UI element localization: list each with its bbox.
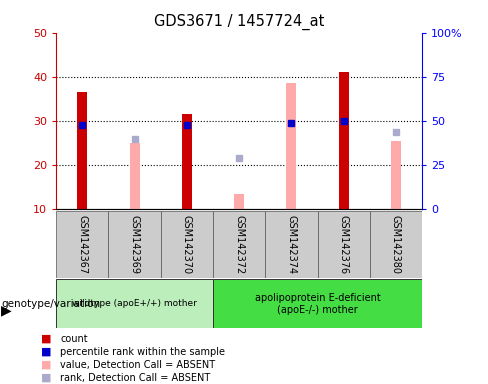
Bar bbox=[213, 211, 265, 278]
Bar bbox=[286, 83, 296, 209]
Bar bbox=[318, 211, 370, 278]
Text: GSM142380: GSM142380 bbox=[391, 215, 401, 273]
Text: GDS3671 / 1457724_at: GDS3671 / 1457724_at bbox=[154, 13, 325, 30]
Text: genotype/variation: genotype/variation bbox=[1, 299, 100, 309]
Text: ▶: ▶ bbox=[1, 303, 12, 317]
Text: GSM142372: GSM142372 bbox=[234, 215, 244, 274]
Bar bbox=[77, 92, 87, 209]
Bar bbox=[234, 194, 244, 209]
Bar bbox=[56, 211, 108, 278]
Text: apolipoprotein E-deficient
(apoE-/-) mother: apolipoprotein E-deficient (apoE-/-) mot… bbox=[255, 293, 381, 314]
Bar bbox=[182, 114, 192, 209]
Text: GSM142370: GSM142370 bbox=[182, 215, 192, 274]
Text: ■: ■ bbox=[41, 373, 52, 383]
Text: wildtype (apoE+/+) mother: wildtype (apoE+/+) mother bbox=[72, 299, 197, 308]
Bar bbox=[161, 211, 213, 278]
Text: rank, Detection Call = ABSENT: rank, Detection Call = ABSENT bbox=[60, 373, 210, 383]
Bar bbox=[213, 279, 422, 328]
Text: ■: ■ bbox=[41, 347, 52, 357]
Bar bbox=[56, 279, 213, 328]
Text: GSM142376: GSM142376 bbox=[339, 215, 349, 274]
Text: GSM142374: GSM142374 bbox=[286, 215, 296, 274]
Bar bbox=[370, 211, 422, 278]
Bar bbox=[391, 141, 401, 209]
Bar bbox=[108, 211, 161, 278]
Text: percentile rank within the sample: percentile rank within the sample bbox=[60, 347, 225, 357]
Text: value, Detection Call = ABSENT: value, Detection Call = ABSENT bbox=[60, 360, 215, 370]
Bar bbox=[129, 143, 140, 209]
Bar bbox=[265, 211, 318, 278]
Text: ■: ■ bbox=[41, 334, 52, 344]
Text: GSM142367: GSM142367 bbox=[77, 215, 87, 274]
Text: GSM142369: GSM142369 bbox=[129, 215, 140, 273]
Text: ■: ■ bbox=[41, 360, 52, 370]
Text: count: count bbox=[60, 334, 88, 344]
Bar bbox=[339, 73, 349, 209]
